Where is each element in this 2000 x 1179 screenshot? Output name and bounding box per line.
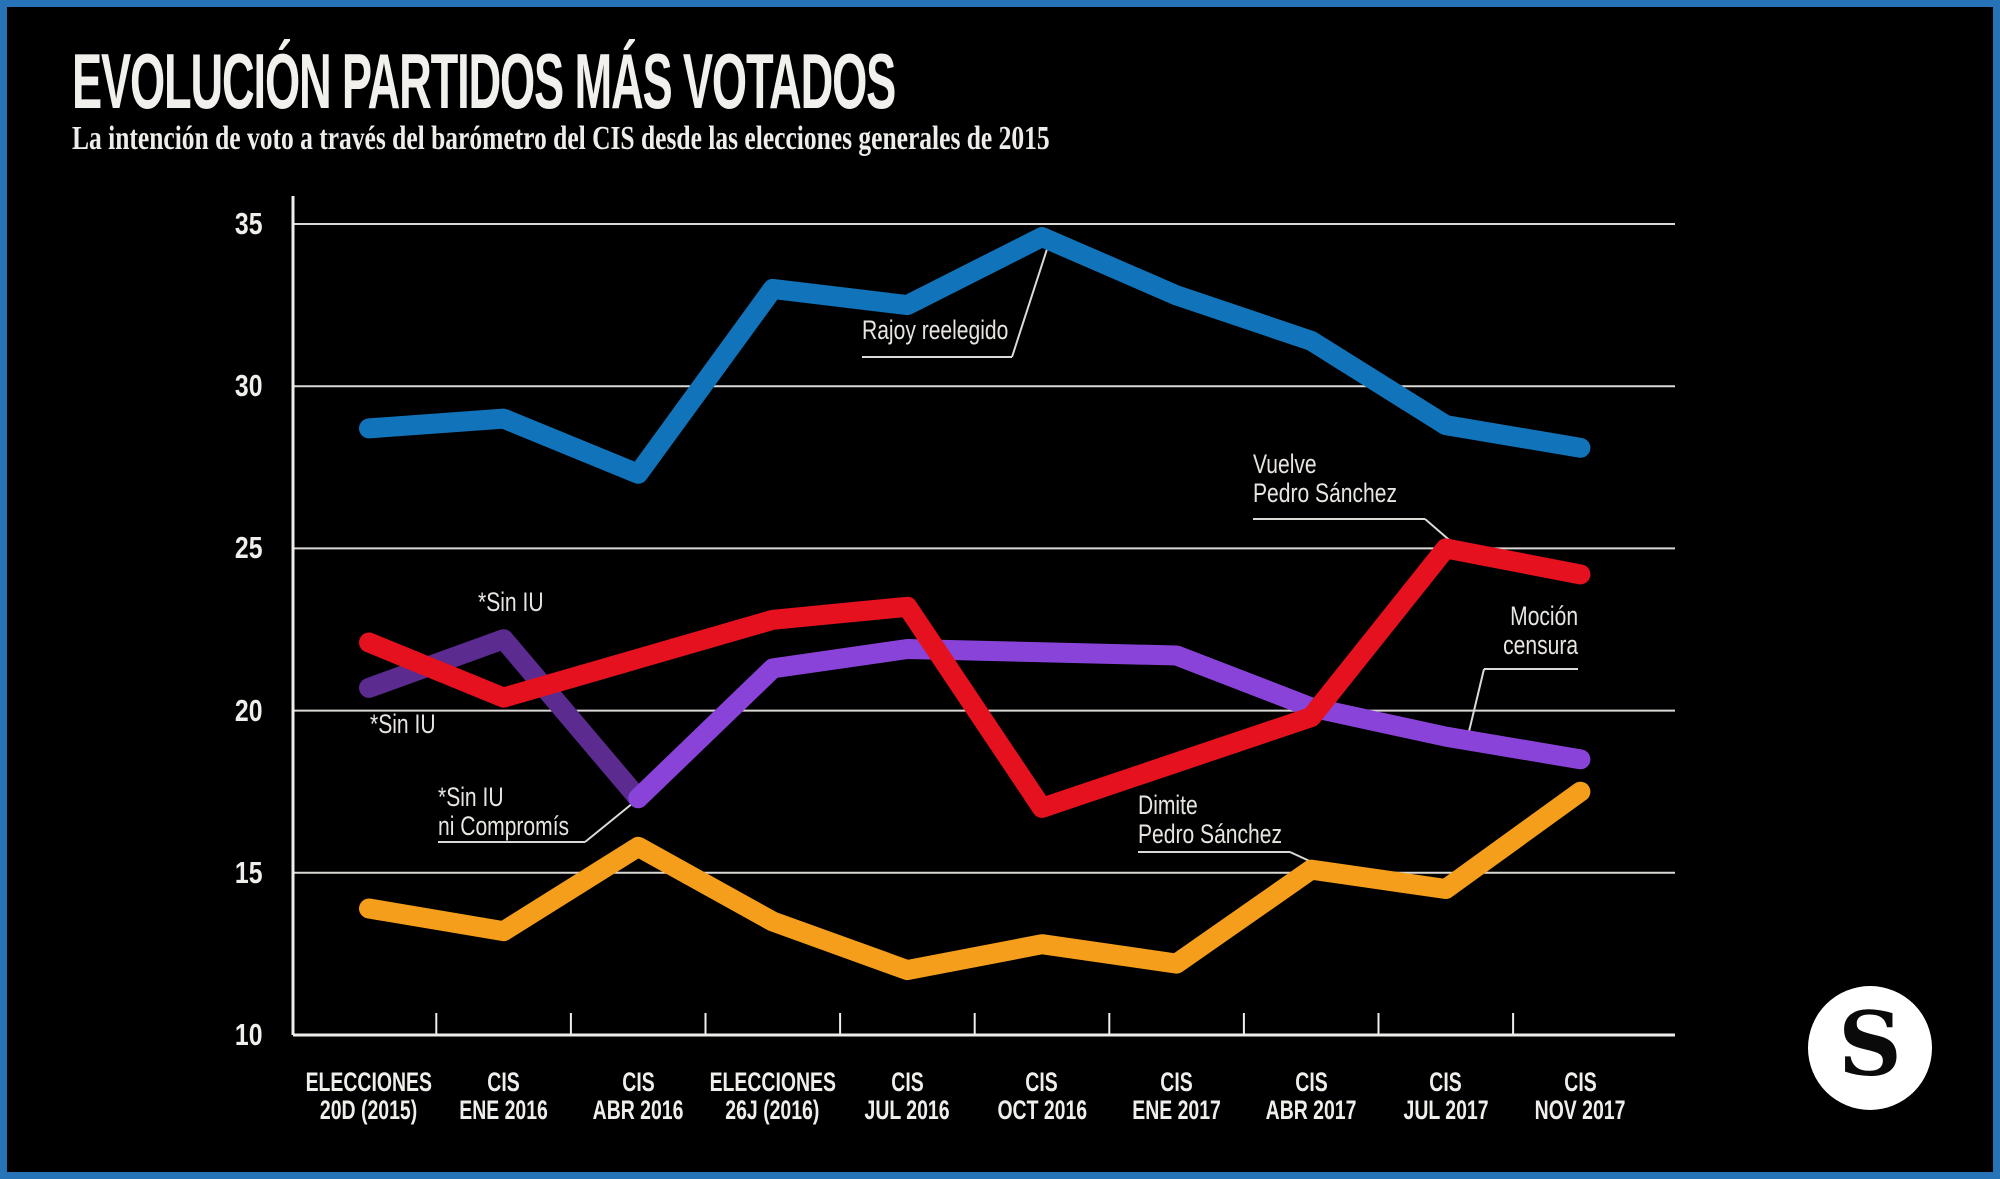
x-category-label-6: CIS ENE 2017 <box>1132 1067 1221 1125</box>
y-tick-label-15: 15 <box>234 854 262 890</box>
series-linea-roja <box>359 538 1591 818</box>
x-category-label-7: CIS ABR 2017 <box>1265 1067 1357 1125</box>
y-tick-label-30: 30 <box>234 368 262 404</box>
annotation-sin-iu-ni-compromis: *Sin IU ni Compromís <box>438 782 570 841</box>
x-category-label-9: CIS NOV 2017 <box>1534 1067 1626 1125</box>
annotation-dimite-pedro-sanchez: Dimite Pedro Sánchez <box>1138 790 1283 849</box>
brand-logo: S <box>1808 986 1932 1110</box>
x-category-label-3: ELECCIONES 26J (2016) <box>709 1067 836 1125</box>
x-category-label-4: CIS JUL 2016 <box>864 1067 950 1125</box>
annotation-mocion-censura: Moción censura <box>1503 601 1578 660</box>
y-tick-label-20: 20 <box>234 692 262 728</box>
annotation-sin-iu-ene: *Sin IU <box>478 587 544 617</box>
brand-logo-letter: S <box>1838 992 1902 1096</box>
annotation-vuelve-pedro-sanchez: Vuelve Pedro Sánchez <box>1253 449 1398 508</box>
annotation-leader-sin-iu-ni-compromis <box>584 802 634 843</box>
x-category-label-8: CIS JUL 2017 <box>1403 1067 1489 1125</box>
y-tick-label-35: 35 <box>234 206 262 241</box>
x-category-label-5: CIS OCT 2016 <box>997 1067 1087 1125</box>
series-linea-morada-seg1 <box>628 639 1591 809</box>
page-subtitle: La intención de voto a través del baróme… <box>72 120 1050 157</box>
y-tick-label-25: 25 <box>234 530 262 566</box>
series-linea-naranja <box>359 781 1591 981</box>
page-title: EVOLUCIÓN PARTIDOS MÁS VOTADOS <box>72 37 896 125</box>
y-tick-label-10: 10 <box>234 1017 262 1052</box>
annotation-leader-rajoy-reelegido <box>1011 245 1049 358</box>
x-category-label-0: ELECCIONES 20D (2015) <box>305 1067 433 1125</box>
annotation-rajoy-reelegido: Rajoy reelegido <box>862 315 1009 345</box>
x-category-label-2: CIS ABR 2016 <box>592 1067 684 1125</box>
annotation-sin-iu-20d: *Sin IU <box>370 709 436 739</box>
x-category-label-1: CIS ENE 2016 <box>459 1067 548 1125</box>
series-linea-azul <box>359 227 1591 484</box>
